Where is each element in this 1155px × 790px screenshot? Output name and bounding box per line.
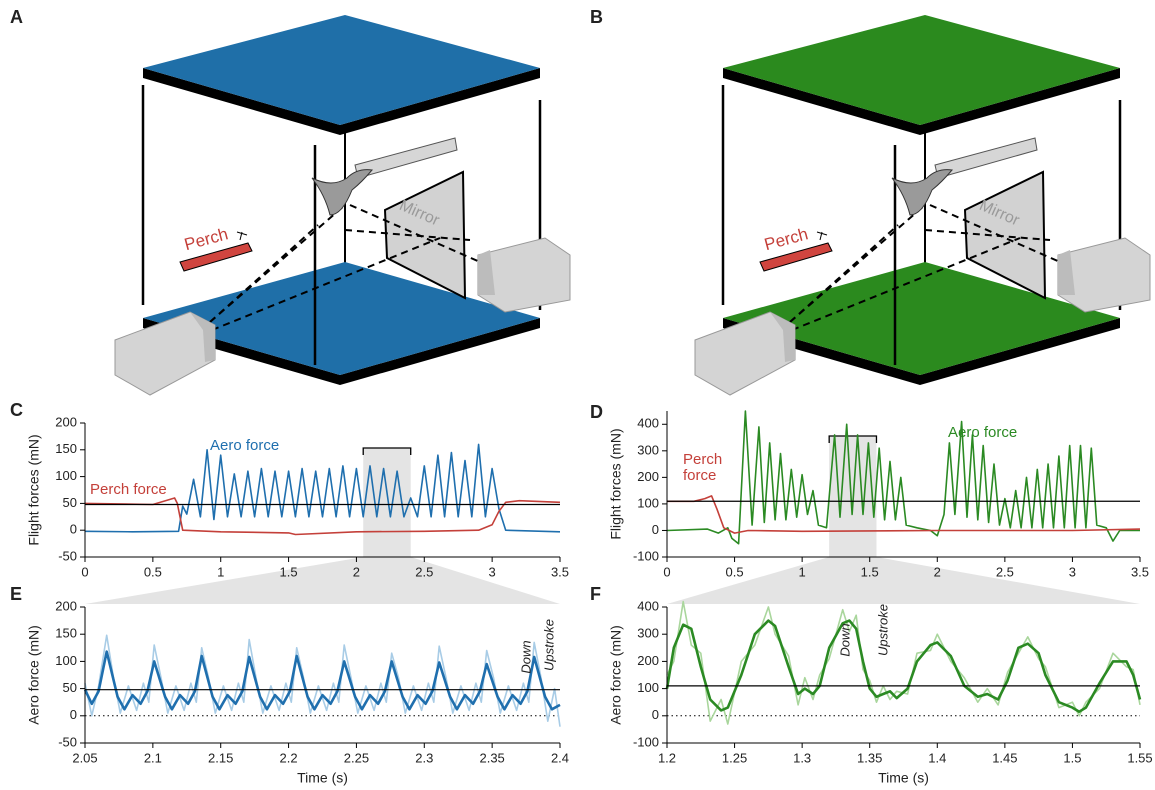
series-label: Aero force [948,425,1017,441]
y-tick-label: 150 [55,626,77,641]
series-label: Perch force [90,482,167,498]
y-tick-label: 0 [652,707,659,722]
y-tick-label: 150 [55,441,77,456]
x-tick-label: 3.5 [551,564,569,579]
y-tick-label: -100 [633,548,659,563]
y-tick-label: 100 [637,680,659,695]
x-tick-label: 2.5 [996,564,1014,579]
panel-label: A [10,7,23,27]
y-tick-label: 400 [637,598,659,613]
x-tick-label: 2.15 [208,750,233,765]
data-line [667,411,1140,544]
x-tick-label: 2.5 [415,564,433,579]
x-axis-label: Time (s) [297,770,348,786]
y-tick-label: 100 [637,495,659,510]
series-label: Perch force [683,452,731,484]
x-tick-label: 1.3 [793,750,811,765]
x-tick-label: 1.5 [861,564,879,579]
x-tick-label: 2.4 [551,750,569,765]
x-tick-label: 2.3 [415,750,433,765]
panel-label: C [10,400,23,420]
x-tick-label: 1.55 [1127,750,1152,765]
y-axis-label: Flight forces (mN) [608,428,624,539]
y-tick-label: 300 [637,626,659,641]
annotation: Down [518,640,533,673]
x-tick-label: 1 [217,564,224,579]
y-tick-label: 200 [55,414,77,429]
series-label: Aero force [210,438,279,454]
annotation: Upstroke [875,604,890,656]
x-tick-label: 0.5 [144,564,162,579]
x-tick-label: 1.4 [928,750,946,765]
y-axis-label: Aero force (mN) [608,625,624,725]
x-tick-label: 1.35 [857,750,882,765]
y-tick-label: 0 [70,522,77,537]
x-tick-label: 1.5 [280,564,298,579]
y-tick-label: 0 [70,707,77,722]
x-tick-label: 3.5 [1131,564,1149,579]
x-tick-label: 0 [81,564,88,579]
x-tick-label: 3 [1069,564,1076,579]
x-tick-label: 2 [934,564,941,579]
x-tick-label: 2.25 [344,750,369,765]
rig-b [695,15,1150,395]
y-axis-label: Aero force (mN) [26,625,42,725]
x-tick-label: 1.2 [658,750,676,765]
figure: A B Perch Perch Mirror Mirror -500501001… [0,0,1155,790]
data-line [85,635,560,726]
x-tick-label: 0 [663,564,670,579]
panel-label: F [590,584,601,604]
x-tick-label: 2.2 [280,750,298,765]
x-tick-label: 2.1 [144,750,162,765]
y-tick-label: 300 [637,442,659,457]
x-tick-label: 1.45 [992,750,1017,765]
annotation: Upstroke [541,619,556,671]
y-tick-label: 50 [63,495,77,510]
x-tick-label: 0.5 [726,564,744,579]
x-tick-label: 1 [799,564,806,579]
y-tick-label: 100 [55,468,77,483]
figure-canvas: A B Perch Perch Mirror Mirror -500501001… [0,0,1155,790]
y-tick-label: 200 [55,598,77,613]
y-tick-label: 50 [63,680,77,695]
panel-label: E [10,584,22,604]
x-tick-label: 3 [489,564,496,579]
x-tick-label: 1.25 [722,750,747,765]
y-tick-label: 400 [637,416,659,431]
annotation: Down [837,623,852,656]
highlight-region [363,448,411,557]
x-tick-label: 1.5 [1063,750,1081,765]
panel-label: D [590,402,603,422]
data-line [667,621,1140,712]
rig-a [115,15,570,395]
x-tick-label: 2 [353,564,360,579]
y-axis-label: Flight forces (mN) [26,434,42,545]
y-tick-label: -50 [58,734,77,749]
y-tick-label: 100 [55,653,77,668]
y-tick-label: -100 [633,734,659,749]
y-tick-label: 200 [637,653,659,668]
x-axis-label: Time (s) [878,770,929,786]
y-tick-label: 0 [652,522,659,537]
panel-label: B [590,7,603,27]
x-tick-label: 2.35 [479,750,504,765]
y-tick-label: -50 [58,548,77,563]
y-tick-label: 200 [637,469,659,484]
x-tick-label: 2.05 [72,750,97,765]
